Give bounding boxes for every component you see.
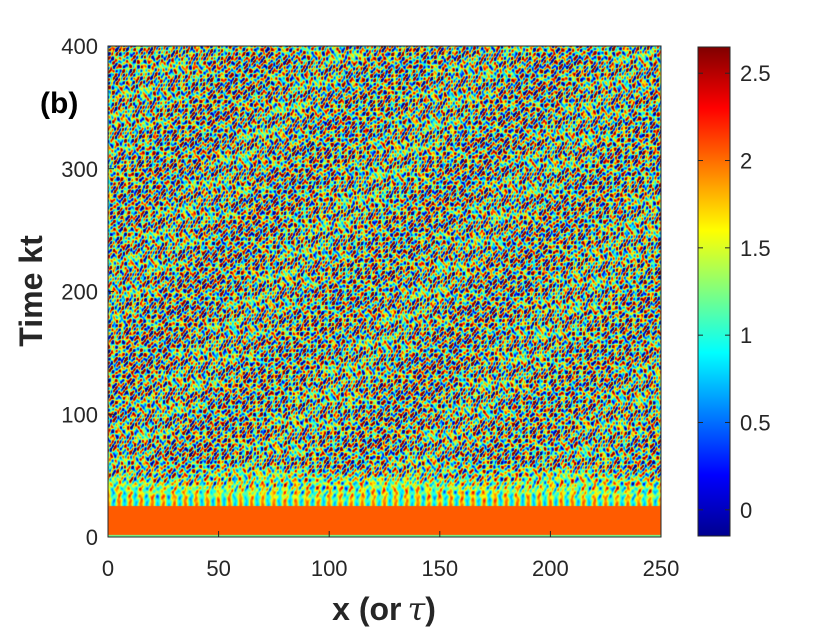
x-tick-label: 150	[421, 556, 458, 581]
colorbar-tick-label: 0.5	[740, 410, 771, 435]
colorbar-ticks: 0 0.5 1 1.5 2 2.5	[698, 61, 771, 523]
colorbar-gradient	[697, 46, 731, 537]
x-axis-label: x (or τ)	[332, 590, 436, 628]
x-tick-label: 200	[532, 556, 569, 581]
tau-symbol: τ	[407, 590, 426, 628]
colorbar-tick-label: 2	[740, 149, 752, 174]
x-tick-label: 250	[643, 556, 680, 581]
y-tick-label: 100	[61, 402, 98, 427]
x-axis-ticks: 0 50 100 150 200 250	[102, 531, 679, 581]
y-tick-label: 200	[61, 280, 98, 305]
y-axis-label: Time kt	[13, 235, 49, 347]
x-tick-label: 100	[311, 556, 348, 581]
colorbar-tick-label: 2.5	[740, 61, 771, 86]
heatmap-image	[108, 46, 661, 537]
colorbar-tick-label: 0	[740, 498, 752, 523]
y-tick-label: 400	[61, 34, 98, 59]
x-tick-label: 50	[206, 556, 230, 581]
panel-label: (b)	[40, 87, 78, 120]
plot-area	[107, 45, 662, 538]
y-tick-label: 0	[86, 525, 98, 550]
colorbar-tick-label: 1	[740, 323, 752, 348]
colorbar: 0 0.5 1 1.5 2 2.5	[697, 46, 771, 537]
y-tick-label: 300	[61, 157, 98, 182]
y-axis-ticks: 0 100 200 300 400	[61, 34, 114, 550]
colorbar-tick-label: 1.5	[740, 236, 771, 261]
x-tick-label: 0	[102, 556, 114, 581]
